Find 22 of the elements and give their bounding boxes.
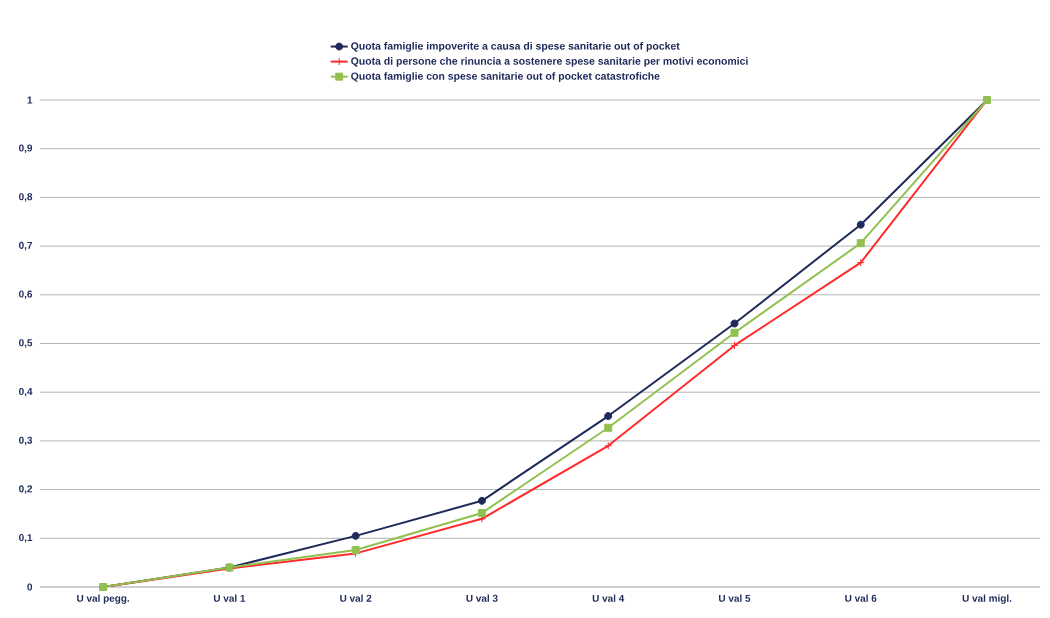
x-tick-label: U val 3	[466, 594, 498, 602]
y-tick-label: 0,8	[19, 193, 33, 202]
legend-label: Quota di persone che rinuncia a sostenere spese sanitarie per motivi economici	[351, 57, 748, 67]
x-tick-label: U val 2	[340, 594, 372, 602]
y-tick-label: 0,2	[19, 485, 33, 494]
x-tick-label: U val pegg.	[77, 594, 130, 604]
legend-label: Quota famiglie con spese sanitarie out of pocket catastrofiche	[351, 72, 660, 82]
legend-label: Quota famiglie impoverite a causa di spese sanitarie out of pocket	[351, 42, 680, 52]
x-tick-label: U val 6	[845, 594, 877, 602]
y-tick-label: 0,6	[19, 290, 33, 300]
x-tick-label: U val 4	[592, 594, 625, 602]
y-tick-label: 0	[27, 583, 33, 591]
x-tick-label: U val 1	[213, 594, 246, 602]
y-tick-label: 0,1	[19, 534, 33, 543]
x-tick-label: U val migl.	[962, 594, 1012, 604]
x-tick-label: U val 5	[719, 594, 751, 602]
y-tick-label: 0,3	[19, 436, 33, 446]
y-tick-label: 0,9	[19, 144, 33, 153]
y-tick-label: 0,7	[19, 241, 33, 251]
y-tick-label: 1	[27, 96, 33, 104]
y-tick-label: 0,5	[19, 339, 33, 348]
y-tick-label: 0,4	[19, 387, 33, 397]
